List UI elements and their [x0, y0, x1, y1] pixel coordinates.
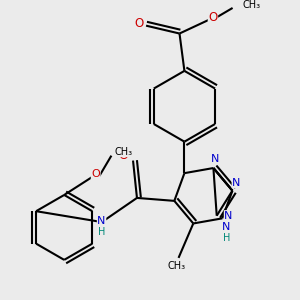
- Text: O: O: [91, 169, 100, 179]
- Text: N: N: [211, 154, 220, 164]
- Text: O: O: [135, 17, 144, 30]
- Text: H: H: [98, 227, 105, 237]
- Text: H: H: [223, 233, 230, 243]
- Text: N: N: [222, 222, 230, 232]
- Text: CH₃: CH₃: [167, 261, 186, 271]
- Text: N: N: [98, 215, 106, 226]
- Text: CH₃: CH₃: [242, 0, 261, 10]
- Text: N: N: [232, 178, 241, 188]
- Text: CH₃: CH₃: [114, 147, 133, 157]
- Text: O: O: [208, 11, 218, 24]
- Text: N: N: [224, 211, 233, 221]
- Text: O: O: [118, 149, 128, 162]
